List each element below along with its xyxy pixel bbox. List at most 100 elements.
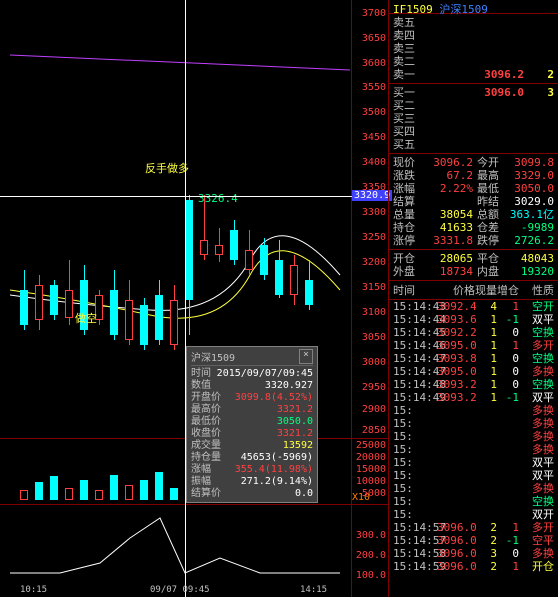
time-axis: 10:15 09/07 09:45 14:15	[0, 585, 352, 597]
order-row: 卖二	[393, 55, 554, 68]
volume-bar	[20, 490, 28, 500]
tick-row: 15:14:593096.021开仓	[393, 560, 554, 573]
tick-col-header: 增仓	[497, 282, 519, 298]
tick-row: 15:14:583096.030多换	[393, 547, 554, 560]
price-tick: 2900	[362, 404, 386, 415]
order-row: 买四	[393, 125, 554, 138]
tick-row: 15:多换	[393, 404, 554, 417]
tick-row: 15:14:473093.810空换	[393, 352, 554, 365]
crosshair-horizontal	[0, 196, 388, 197]
tick-row: 15:空换	[393, 495, 554, 508]
tick-col-header: 性质	[519, 282, 554, 298]
tick-row: 15:双开	[393, 508, 554, 521]
crosshair-vertical	[185, 0, 186, 597]
candlestick-chart[interactable]: 反手做多3326.4做空 X10 10:15 09/07 09:45 14:15	[0, 0, 352, 597]
price-tick: 3200	[362, 257, 386, 268]
order-row: 卖三	[393, 42, 554, 55]
tick-row: 15:双平	[393, 456, 554, 469]
tick-list: 15:14:433092.441空开15:14:443093.61-1双平 15:…	[389, 300, 558, 573]
tooltip-row: 数值3320.927	[191, 380, 313, 392]
tick-row: 15:14:463095.011多开	[393, 339, 554, 352]
price-tick: 2850	[362, 425, 386, 436]
volume-bar	[140, 480, 148, 500]
tooltip-row: 涨幅355.4(11.98%)	[191, 464, 313, 476]
tick-row: 15:多换	[393, 482, 554, 495]
tick-row: 15:14:493093.21-1双平	[393, 391, 554, 404]
data-tooltip[interactable]: 沪深1509×时间2015/09/07/09:45数值3320.927开盘价30…	[186, 346, 318, 503]
price-tick: 3400	[362, 157, 386, 168]
quote-row: 结算昨结3029.0	[393, 195, 554, 208]
tooltip-row: 最高价3321.2	[191, 404, 313, 416]
volume-bar	[65, 488, 73, 500]
price-tick: 3450	[362, 132, 386, 143]
price-tick: 3700	[362, 8, 386, 19]
tick-row: 15:14:433092.441空开	[393, 300, 554, 313]
tick-col-header: 价格	[437, 282, 475, 298]
quote-row: 开仓28065平仓48043	[393, 252, 554, 265]
tick-col-header: 时间	[393, 282, 437, 298]
chart-annotation: 反手做多	[145, 160, 189, 176]
quote-row: 涨幅2.22%最低3050.0	[393, 182, 554, 195]
tooltip-row: 振幅271.2(9.14%)	[191, 476, 313, 488]
tick-row: 15:14:443093.61-1双平	[393, 313, 554, 326]
price-tick: 3000	[362, 357, 386, 368]
chart-annotation: 3326.4	[198, 192, 238, 205]
tooltip-close-icon[interactable]: ×	[299, 349, 313, 364]
basic-quotes: 现价3096.2今开3099.8涨跌67.2最高3329.0涨幅2.22%最低3…	[389, 154, 558, 250]
price-tick: 2950	[362, 382, 386, 393]
quote-row: 外盘18734内盘19320	[393, 265, 554, 278]
tooltip-row: 最低价3050.0	[191, 416, 313, 428]
order-row: 卖五	[393, 16, 554, 29]
price-tick: 3500	[362, 107, 386, 118]
price-tick: 3600	[362, 58, 386, 69]
order-row: 卖四	[393, 29, 554, 42]
volume-bar	[125, 485, 133, 500]
tick-col-header: 现量	[475, 282, 497, 298]
tooltip-title: 沪深1509	[191, 349, 235, 364]
tick-row: 15:双平	[393, 469, 554, 482]
order-row: 卖一3096.22	[393, 68, 554, 81]
tick-row: 15:多换	[393, 443, 554, 456]
quote-row: 涨跌67.2最高3329.0	[393, 169, 554, 182]
title-bar: IF1509 沪深1509	[389, 0, 558, 14]
divider-2	[0, 504, 388, 505]
quote-row: 涨停3331.8跌停2726.2	[393, 234, 554, 247]
volume-bar	[35, 482, 43, 500]
contract-code: IF1509	[393, 3, 433, 16]
indicator-svg	[0, 508, 352, 588]
quote-row: 总量38054总额363.1亿	[393, 208, 554, 221]
price-tick: 3100	[362, 307, 386, 318]
tick-row: 15:14:473095.010多换	[393, 365, 554, 378]
quote-panel: IF1509 沪深1509 卖五卖四卖三卖二卖一3096.22 买一3096.0…	[388, 0, 558, 597]
tooltip-row: 成交量13592	[191, 440, 313, 452]
tooltip-row: 时间2015/09/07/09:45	[191, 368, 313, 380]
tick-row: 15:14:483093.210空换	[393, 378, 554, 391]
indicator-line	[10, 518, 340, 573]
volume-bar	[50, 476, 58, 500]
price-tick: 3550	[362, 82, 386, 93]
contract-name: 沪深1509	[439, 3, 488, 16]
tick-row: 15:14:573096.02-1空平	[393, 534, 554, 547]
tick-row: 15:多换	[393, 430, 554, 443]
volume-bar	[110, 475, 118, 500]
price-tick: 3300	[362, 207, 386, 218]
volume-bar	[170, 488, 178, 500]
sell-orders: 卖五卖四卖三卖二卖一3096.22	[389, 14, 558, 84]
volume-bar	[95, 490, 103, 500]
price-tick: 3150	[362, 282, 386, 293]
price-axis: 3700365036003550350034503400335033003250…	[352, 0, 388, 597]
volume-bar	[80, 480, 88, 500]
quote-row: 现价3096.2今开3099.8	[393, 156, 554, 169]
buy-orders: 买一3096.03买二买三买四买五	[389, 84, 558, 154]
tick-row: 15:14:573096.021多开	[393, 521, 554, 534]
tooltip-row: 持仓量45653(-5969)	[191, 452, 313, 464]
order-row: 买一3096.03	[393, 86, 554, 99]
tooltip-row: 结算价0.0	[191, 488, 313, 500]
order-row: 买三	[393, 112, 554, 125]
price-tick: 3650	[362, 33, 386, 44]
chart-annotation: 做空	[75, 310, 97, 326]
tick-row: 15:多换	[393, 417, 554, 430]
volume-bar	[155, 472, 163, 500]
crosshair-price-tag: 3320.9	[352, 190, 392, 201]
order-row: 买五	[393, 138, 554, 151]
